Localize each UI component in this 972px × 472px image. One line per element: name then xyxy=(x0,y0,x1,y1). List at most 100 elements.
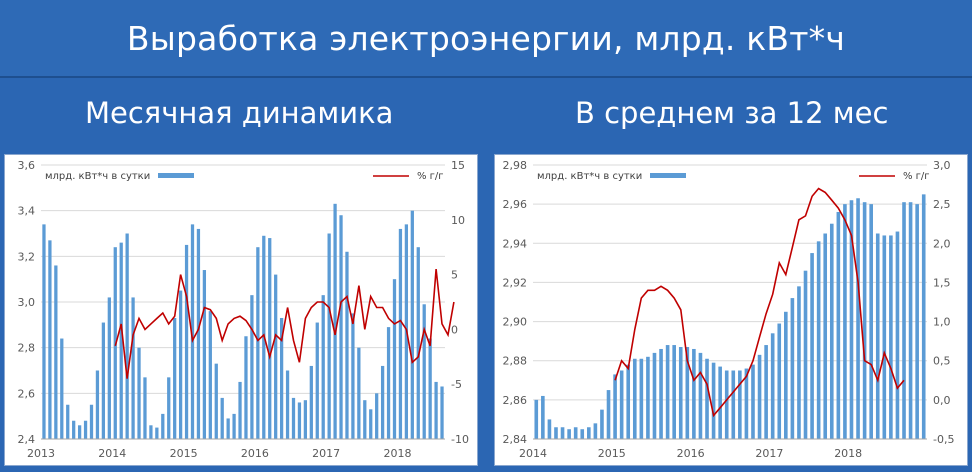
bar xyxy=(908,202,913,439)
right-chart: 2,84 2,86 2,88 2,90 2,92 2,94 2,96 2,98 -0,5 0,0 0… xyxy=(503,159,955,460)
y-left-tick-label: 2,8 xyxy=(18,342,36,355)
y-left-tick-label: 2,88 xyxy=(503,355,528,368)
bar xyxy=(107,297,111,439)
bar xyxy=(810,253,814,439)
bar xyxy=(639,358,644,439)
bar xyxy=(764,345,768,439)
bar xyxy=(244,336,248,439)
y-right-tick-label: -10 xyxy=(451,433,469,446)
bar xyxy=(652,352,657,439)
bar xyxy=(646,356,650,439)
bar xyxy=(698,352,703,439)
bar xyxy=(202,270,207,439)
bar xyxy=(678,347,683,439)
bar xyxy=(333,203,337,439)
bar xyxy=(560,427,565,439)
bar xyxy=(534,399,539,439)
bar xyxy=(915,204,919,439)
bar xyxy=(744,368,749,439)
y-right-tick-label: 1,5 xyxy=(933,276,951,289)
bar xyxy=(434,381,438,439)
bar xyxy=(784,311,788,439)
bar xyxy=(849,200,854,439)
y-right-tick-label: 15 xyxy=(451,159,465,172)
bar xyxy=(119,242,123,439)
bar xyxy=(309,365,313,439)
bar xyxy=(386,327,391,439)
y-right-tick-label: -5 xyxy=(451,378,462,391)
y-left-tick-label: 3,6 xyxy=(18,159,36,172)
bar xyxy=(823,233,828,439)
bar xyxy=(220,397,224,439)
bar xyxy=(363,400,367,439)
bar xyxy=(161,413,165,439)
y-right-tick-label: 3,0 xyxy=(933,159,951,172)
x-tick-label: 2015 xyxy=(170,447,198,460)
bar xyxy=(315,322,319,439)
y-left-tick-label: 2,92 xyxy=(503,276,528,289)
bar xyxy=(392,279,397,439)
bar xyxy=(554,427,558,439)
bar xyxy=(125,233,129,439)
bar xyxy=(77,425,82,439)
bar xyxy=(285,370,290,439)
bar xyxy=(902,202,906,439)
bar xyxy=(895,231,900,439)
bar xyxy=(600,409,604,439)
y-left-tick-label: 2,84 xyxy=(503,433,528,446)
bar xyxy=(250,295,254,439)
bar xyxy=(232,413,236,439)
bar xyxy=(541,395,545,439)
bar xyxy=(137,347,141,439)
bar xyxy=(101,322,106,439)
bar xyxy=(321,295,325,439)
bar xyxy=(856,198,860,439)
y-left-tick-label: 3,2 xyxy=(18,250,36,263)
y-right-tick-label: 10 xyxy=(451,214,465,227)
bar xyxy=(836,211,841,439)
bar xyxy=(797,286,801,439)
y-right-tick-label: -0,5 xyxy=(933,433,954,446)
y-right-tick-label: 1,0 xyxy=(933,316,951,329)
bar xyxy=(226,418,230,439)
bar xyxy=(410,210,414,439)
x-tick-label: 2018 xyxy=(383,447,411,460)
y-right-tick-label: 2,5 xyxy=(933,198,951,211)
x-tick-label: 2016 xyxy=(241,447,269,460)
bar xyxy=(692,348,696,439)
bar xyxy=(190,224,195,439)
bar xyxy=(573,427,578,439)
left-chart: 2,4 2,6 2,8 3,0 3,2 3,4 3,6 -10 -5 0 5 10 15 2013 2014… xyxy=(18,159,469,460)
bar xyxy=(66,404,70,439)
bar xyxy=(42,224,46,439)
bar xyxy=(95,370,100,439)
bar xyxy=(428,338,432,439)
bar xyxy=(659,348,663,439)
right-chart-subtitle: В среднем за 12 мес xyxy=(575,96,889,130)
bar xyxy=(829,223,834,439)
bar xyxy=(705,358,709,439)
x-tick-label: 2015 xyxy=(598,447,626,460)
bar xyxy=(440,386,444,439)
bar xyxy=(685,347,690,439)
legend-bar-swatch xyxy=(158,173,194,178)
bar xyxy=(303,400,308,439)
bar xyxy=(155,427,159,439)
bar xyxy=(665,345,670,439)
line-series xyxy=(114,269,455,379)
bar xyxy=(54,265,58,439)
bar xyxy=(711,362,716,439)
bar xyxy=(718,366,722,439)
y-right-tick-label: 0,0 xyxy=(933,394,951,407)
bar xyxy=(375,393,379,439)
legend-bar-label: млрд. кВт*ч в сутки xyxy=(537,171,642,182)
bar xyxy=(173,317,177,439)
y-left-tick-label: 2,86 xyxy=(503,394,528,407)
bar xyxy=(843,204,847,439)
bar xyxy=(422,304,426,439)
x-tick-label: 2017 xyxy=(312,447,340,460)
bar xyxy=(268,238,272,439)
bar xyxy=(875,233,880,439)
bar xyxy=(184,244,189,439)
bar xyxy=(327,233,331,439)
